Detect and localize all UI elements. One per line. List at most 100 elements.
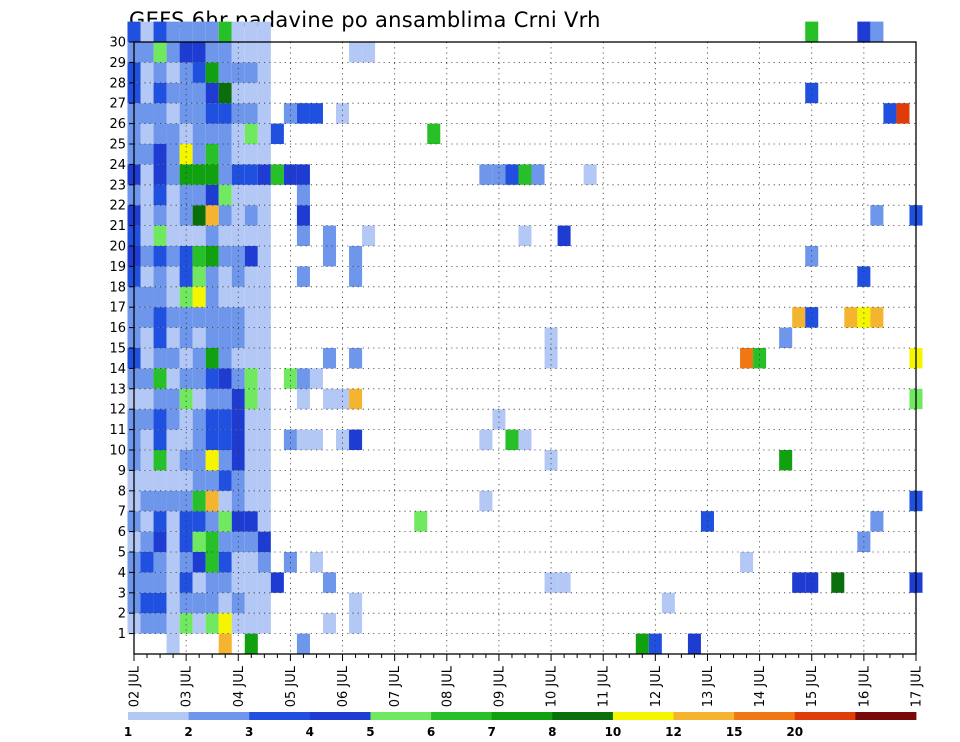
heatmap-cell [153,388,167,410]
x-tick-label: 16 JUL [857,665,872,707]
heatmap-cell [218,388,232,410]
heatmap-cell [349,592,363,614]
heatmap-cell [205,470,219,491]
heatmap-cell [192,21,206,42]
y-tick-label: 19 [109,260,126,275]
heatmap-cell [322,225,337,246]
heatmap-cell [153,82,167,104]
heatmap-cell [205,266,219,287]
heatmap-cell [648,633,662,654]
heatmap-cell [296,225,310,246]
heatmap-cell [179,327,193,348]
heatmap-cell [166,490,180,512]
heatmap-cell [192,470,206,491]
heatmap-cell [205,592,219,614]
heatmap-cell [166,164,180,185]
legend-label: 10 [605,725,622,739]
heatmap-cell [218,123,232,144]
heatmap-cell [153,164,167,185]
y-tick-label: 29 [109,56,126,71]
heatmap-cell [166,184,180,206]
grid-lines [134,42,916,654]
heatmap-cell [831,572,845,593]
heatmap-cell [205,450,219,471]
heatmap-cell [257,164,271,185]
heatmap-cell [231,450,245,471]
heatmap-cell [296,633,310,654]
heatmap-cell [179,42,193,63]
heatmap-cell [153,327,167,348]
legend-label: 4 [306,725,314,739]
heatmap-cell [244,123,258,144]
x-tick-label: 14 JUL [753,665,768,707]
heatmap-cell [218,266,232,287]
heatmap-cell [805,307,819,328]
heatmap-cell [231,307,245,328]
heatmap-cell [140,144,154,165]
heatmap-cell [257,307,271,328]
heatmap-cell [218,82,232,104]
heatmap-cell [192,327,206,348]
heatmap-cell [166,144,180,165]
legend-swatch [309,712,371,720]
heatmap-cell [218,205,232,226]
legend-swatch [673,712,735,720]
heatmap-cell [153,144,167,165]
heatmap-cell [153,490,167,512]
heatmap-cell [283,368,297,389]
heatmap-cell [205,388,219,410]
heatmap-cell [192,552,206,573]
heatmap-cell [153,552,167,573]
heatmap-cell [557,225,571,246]
heatmap-cell [179,490,193,512]
heatmap-cell [257,266,271,287]
heatmap-cell [257,225,271,246]
heatmap-cell [166,572,180,593]
heatmap-cell [218,490,232,512]
y-axis: 1234567891011121314151617181920212223242… [109,36,134,642]
heatmap-cell [205,409,219,430]
heatmap-cell [166,470,180,491]
heatmap-cell [192,82,206,104]
heatmap-cell [792,307,806,328]
heatmap-cell [505,164,519,185]
heatmap-cell [205,429,219,450]
legend-swatch [734,712,796,720]
heatmap-cell [166,21,180,42]
heatmap-cell [140,62,154,83]
heatmap-cell [140,307,154,328]
heatmap-cell [153,225,167,246]
heatmap-cell [231,613,245,634]
x-tick-label-group: 07 JUL [388,665,403,707]
heatmap-cell [231,21,245,42]
heatmap-cell [296,103,310,124]
heatmap-cell [687,633,701,654]
heatmap-cell [192,286,206,308]
heatmap-cell [231,103,245,124]
heatmap-cell [518,225,532,246]
heatmap-cell [257,572,271,593]
heatmap-cell [231,42,245,63]
heatmap-cell [153,368,167,389]
heatmap-cell [140,82,154,104]
heatmap-cell [166,409,180,430]
heatmap-cell [140,123,154,144]
heatmap-cell [179,144,193,165]
heatmap-cell [870,307,884,328]
legend-swatch [370,712,432,720]
heatmap-cell [231,388,245,410]
heatmap-cell [153,123,167,144]
heatmap-cell [192,592,206,614]
x-tick-label: 04 JUL [232,665,247,707]
heatmap-cell [140,348,154,369]
heatmap-cell [349,388,363,410]
heatmap-cell [166,205,180,226]
heatmap-cell [270,123,284,144]
heatmap-cell [231,205,245,226]
heatmap-cell [153,409,167,430]
heatmap-cell [192,205,206,226]
heatmap-cell [518,164,532,185]
x-tick-label-group: 05 JUL [284,665,299,707]
x-tick-label-group: 06 JUL [336,665,351,707]
heatmap-cell [205,531,219,552]
